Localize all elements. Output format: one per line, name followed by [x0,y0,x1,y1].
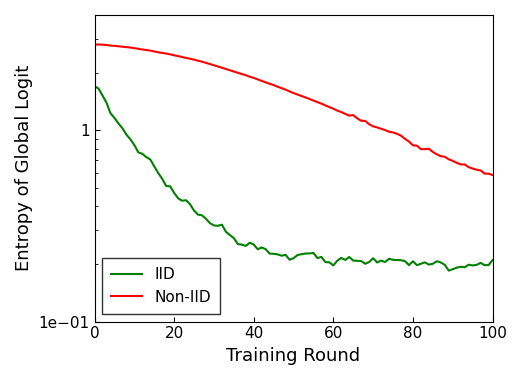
X-axis label: Training Round: Training Round [227,347,361,365]
IID [370,256,376,261]
Non-IID [490,173,496,177]
IID [119,126,125,131]
IID [330,263,337,268]
IID [490,258,496,262]
Non-IID [91,42,98,47]
Non-IID [123,45,129,49]
Non-IID [394,131,400,136]
IID [91,84,98,89]
Non-IID [278,86,284,90]
Y-axis label: Entropy of Global Logit: Entropy of Global Logit [15,65,33,271]
Non-IID [334,108,340,113]
Non-IID [195,59,201,63]
Legend: IID, Non-IID: IID, Non-IID [102,258,220,314]
IID [191,208,197,213]
Non-IID [374,125,380,130]
Line: IID: IID [94,86,493,271]
Non-IID [96,42,102,47]
Line: Non-IID: Non-IID [94,44,493,175]
IID [446,268,452,273]
IID [275,252,281,257]
IID [390,258,396,262]
